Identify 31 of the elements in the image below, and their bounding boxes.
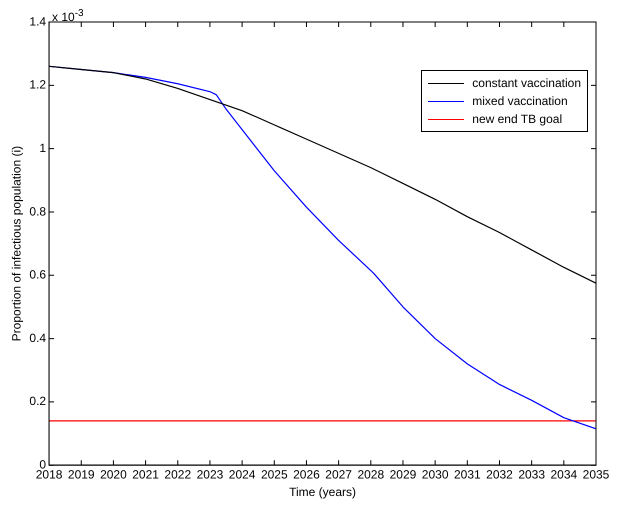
x-tick-label: 2018: [36, 468, 63, 482]
x-tick-label: 2019: [68, 468, 95, 482]
x-tick-label: 2021: [132, 468, 160, 482]
y-tick-label: 1: [39, 140, 46, 155]
x-tick-label: 2027: [325, 468, 352, 482]
x-tick-label: 2022: [164, 468, 192, 482]
y-tick-label: 1.4: [29, 14, 46, 28]
x-tick-label: 2026: [293, 468, 320, 482]
x-tick-label: 2025: [260, 468, 288, 482]
x-tick-label: 2020: [100, 468, 128, 482]
legend-label: new end TB goal: [472, 111, 562, 128]
x-tick-label: 2033: [518, 468, 546, 482]
x-tick-label: 2034: [550, 468, 578, 482]
y-tick-label: 0.6: [29, 268, 46, 282]
x-tick-label: 2030: [422, 468, 449, 482]
annotation: x 10$^{-3}$: [52, 8, 84, 24]
legend-label: mixed vaccination: [472, 93, 568, 110]
x-axis-title: Time (years): [289, 485, 356, 500]
legend-label: constant vaccination: [472, 75, 581, 92]
y-axis-title: Proportion of infectious population (i): [10, 146, 24, 342]
x-tick-label: 2032: [486, 468, 514, 482]
x-tick-label: 2031: [454, 468, 481, 482]
x-tick-label: 2024: [228, 468, 256, 482]
y-tick-label: 0.2: [29, 394, 46, 408]
y-tick-label: 0.4: [29, 330, 46, 345]
x-tick-label: 2029: [390, 468, 417, 482]
x-tick-label: 2023: [196, 468, 224, 482]
y-tick-label: 0.8: [29, 204, 46, 218]
x-tick-label: 2035: [582, 468, 610, 482]
x-tick-label: 2028: [357, 468, 384, 482]
y-tick-label: 1.2: [29, 78, 46, 92]
